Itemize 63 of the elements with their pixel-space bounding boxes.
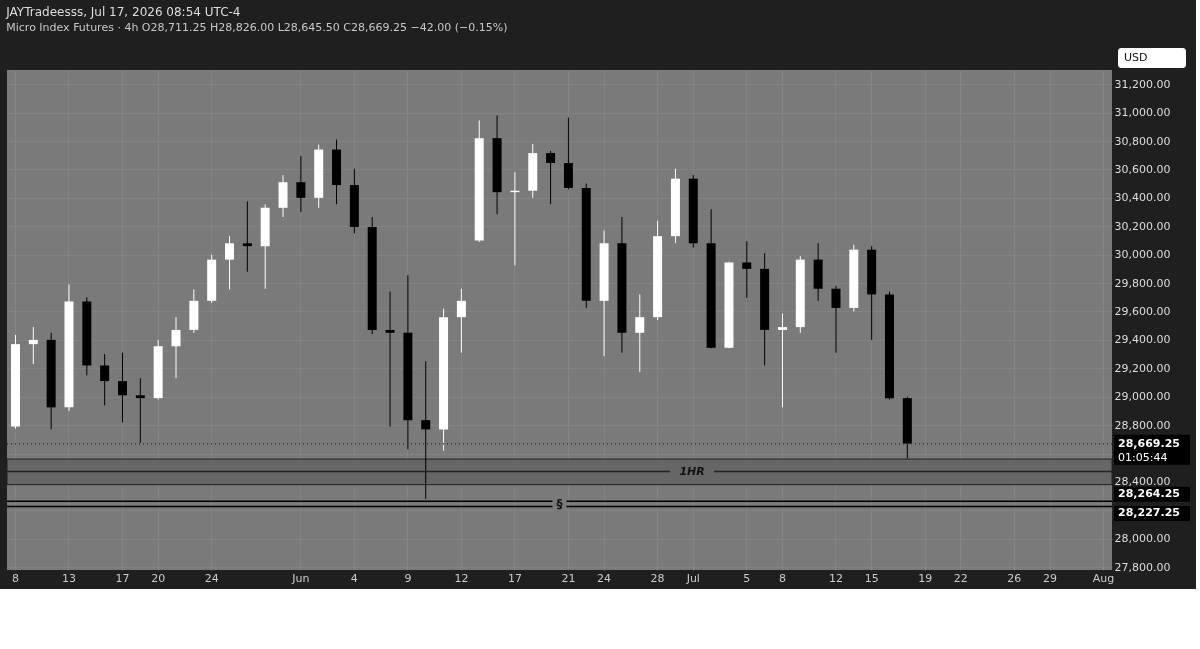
x-tick-label: 21 — [561, 571, 576, 585]
x-tick-label: 20 — [151, 571, 166, 585]
x-tick-label: Jul — [685, 571, 700, 585]
y-tick-label: 29,400.00 — [1114, 333, 1171, 347]
ref-line-label: 28,227.25 — [1118, 506, 1180, 520]
x-tick-label: 24 — [204, 571, 219, 585]
text: 01:05:44 — [1118, 450, 1168, 464]
y-tick-label: 28,400.00 — [1114, 475, 1171, 489]
x-tick-label: 24 — [597, 571, 612, 585]
candlestick — [242, 200, 252, 273]
x-tick-label: 19 — [918, 571, 933, 585]
y-tick-label: 30,400.00 — [1114, 191, 1171, 205]
y-tick-label: 27,800.00 — [1114, 560, 1171, 574]
x-tick-label: 12 — [828, 571, 843, 585]
y-tick-label: 30,200.00 — [1114, 219, 1171, 233]
y-tick-label: 29,800.00 — [1114, 276, 1171, 290]
x-tick-label: 15 — [864, 571, 879, 585]
candlestick — [456, 288, 466, 354]
y-tick-label: 30,000.00 — [1114, 248, 1171, 262]
candlestick — [635, 293, 645, 373]
x-tick-label: 17 — [507, 571, 522, 585]
candlestick — [831, 285, 841, 354]
x-tick-label: 22 — [953, 571, 968, 585]
candlestick — [296, 155, 306, 213]
candlestick — [100, 353, 110, 406]
y-tick-label: 31,000.00 — [1114, 106, 1171, 120]
y-tick-label: 30,600.00 — [1114, 162, 1171, 176]
x-tick-label: 17 — [115, 571, 130, 585]
y-tick-label: 29,200.00 — [1114, 361, 1171, 375]
x-tick-label: 29 — [1043, 571, 1058, 585]
x-tick-label: 13 — [61, 571, 76, 585]
annotation: § — [556, 496, 563, 511]
x-tick-label: 4 — [350, 571, 358, 585]
x-tick-label: 8 — [11, 571, 19, 585]
candlestick — [546, 150, 556, 205]
chart-subtitle: Micro Index Futures · 4h O28,711.25 H28,826.00 L28,645.50 C28,669.25 −42.00 (−0.15%) — [6, 21, 508, 34]
candlestick — [28, 326, 38, 365]
ref-line-label: 28,669.25 — [1118, 436, 1180, 450]
y-tick-label: 29,000.00 — [1114, 390, 1171, 404]
ref-line-label: 1HR — [679, 464, 705, 478]
x-tick-label: 28 — [650, 571, 665, 585]
x-tick-label: 8 — [778, 571, 786, 585]
y-tick-label: 28,000.00 — [1114, 532, 1171, 546]
x-tick-label: Aug — [1092, 571, 1115, 585]
ref-line-label: 28,264.25 — [1118, 487, 1180, 501]
candlestick — [742, 240, 752, 299]
x-tick-label: 26 — [1007, 571, 1022, 585]
y-tick-label: 31,200.00 — [1114, 77, 1171, 91]
x-tick-label: 5 — [743, 571, 751, 585]
candlestick — [385, 291, 395, 428]
x-tick-label: 12 — [454, 571, 469, 585]
x-tick-label: Jun — [291, 571, 310, 585]
chart-title: JAYTradeesss, Jul 17, 2026 08:54 UTC-4 — [5, 5, 241, 19]
y-tick-label: 29,600.00 — [1114, 304, 1171, 318]
y-tick-label: 28,800.00 — [1114, 418, 1171, 432]
x-tick-label: 9 — [404, 571, 412, 585]
candlestick — [777, 313, 787, 408]
candlestick — [225, 235, 235, 290]
candlestick — [135, 377, 145, 444]
y-tick-label: 30,800.00 — [1114, 134, 1171, 148]
text: USD — [1124, 51, 1148, 64]
candlestick — [117, 352, 127, 423]
candlestick — [171, 316, 181, 379]
